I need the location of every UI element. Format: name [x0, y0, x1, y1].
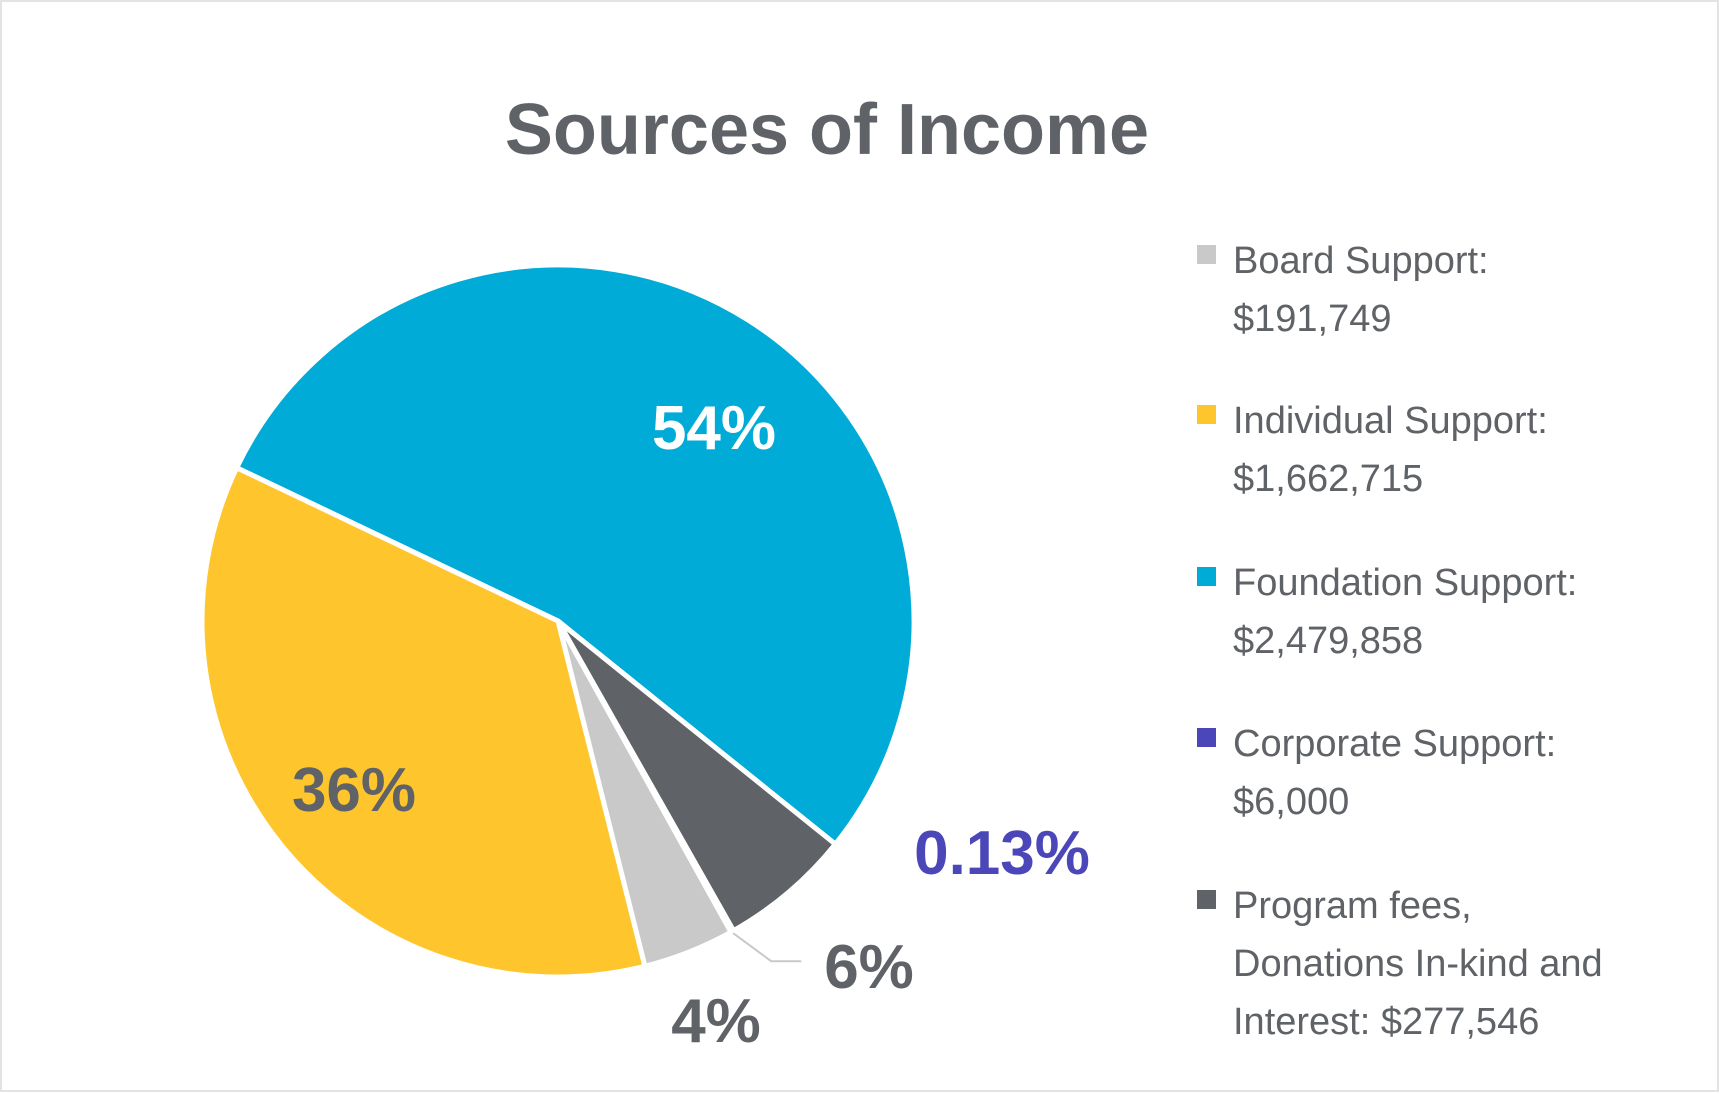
percent-label-individual-support: 36% [292, 756, 416, 825]
legend-value: $1,662,715 [1233, 458, 1423, 500]
chart-title: Sources of Income [505, 90, 1149, 170]
legend-swatch [1197, 890, 1216, 909]
pie-slices [199, 262, 917, 980]
pie-slice-program-fees-donations-in-kind-and-interest [555, 618, 838, 934]
leader-line-corporate [732, 932, 802, 963]
legend-label: Foundation Support: [1233, 562, 1577, 604]
legend-label: Program fees, [1233, 885, 1472, 927]
percent-label-program-fees-donations-in-kind-and-interest: 6% [824, 933, 914, 1002]
percent-label-foundation-support: 54% [652, 394, 776, 463]
leader-lines [732, 932, 802, 963]
legend-value: Interest: $277,546 [1233, 1001, 1539, 1043]
percent-label-corporate-support: 0.13% [914, 819, 1090, 888]
legend-label: Corporate Support: [1233, 723, 1556, 765]
legend-value: $6,000 [1233, 781, 1349, 823]
legend-entry-individual-support: Individual Support: $1,662,715 [1197, 400, 1548, 500]
legend-entry-board-support: Board Support: $191,749 [1197, 240, 1489, 340]
legend-swatch [1197, 728, 1216, 747]
legend-entry-program-fees-donations-in-kind-and-interest: Program fees, Donations In-kind and Intere… [1197, 885, 1603, 1043]
legend-label: Individual Support: [1233, 400, 1548, 442]
percent-label-board-support: 4% [671, 987, 761, 1056]
legend-swatch [1197, 245, 1216, 264]
legend-value: $191,749 [1233, 298, 1392, 340]
percent-labels: 54% 6%0.13% 4% 36% [292, 394, 1090, 1056]
legend-entry-corporate-support: Corporate Support: $6,000 [1197, 723, 1556, 823]
pie-slice-foundation-support [234, 262, 917, 847]
legend-value: Donations In-kind and [1233, 943, 1603, 985]
pie-slice-individual-support [199, 465, 648, 980]
legend-label: Board Support: [1233, 240, 1489, 282]
legend-swatch [1197, 567, 1216, 586]
legend-value: $2,479,858 [1233, 620, 1423, 662]
legend-swatch [1197, 405, 1216, 424]
legend-entry-foundation-support: Foundation Support: $2,479,858 [1197, 562, 1577, 662]
legend: Board Support: $191,749 Individual Support… [1197, 240, 1603, 1043]
